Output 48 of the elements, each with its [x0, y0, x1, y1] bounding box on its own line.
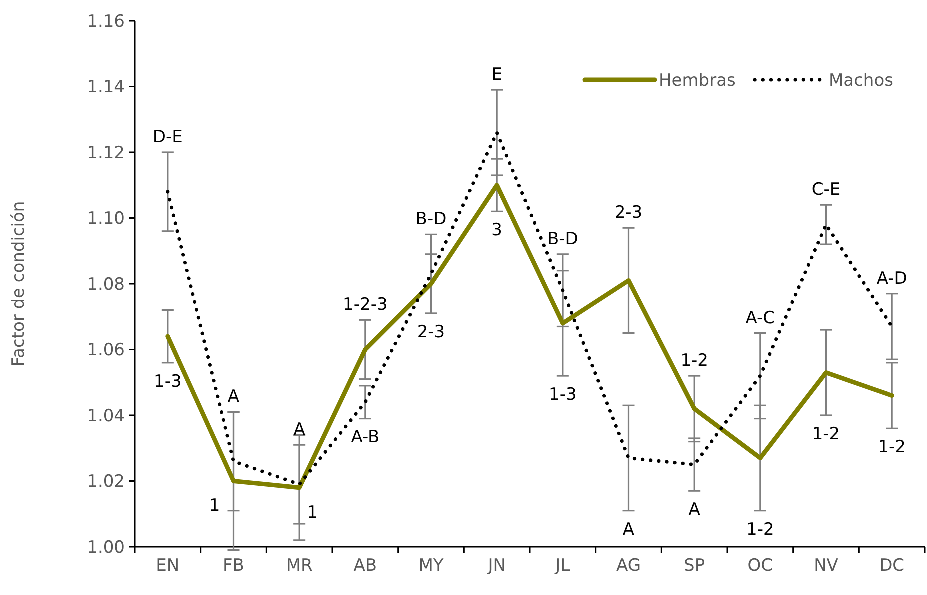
x-tick-label: EN: [156, 556, 180, 576]
x-tick-label: AG: [616, 556, 642, 576]
annotation: 2-3: [417, 322, 446, 343]
y-tick-label: 1.06: [87, 340, 125, 361]
annotation: 1-2: [878, 438, 906, 458]
annotation: D-E: [152, 127, 183, 148]
annotation: 1-2-3: [343, 295, 388, 316]
y-tick-label: 1.14: [87, 78, 125, 98]
annotation: 1-3: [154, 372, 182, 392]
x-tick-label: OC: [748, 556, 774, 576]
annotation: 1-2: [746, 520, 774, 540]
x-tick-label: DC: [880, 556, 905, 576]
y-tick-label: 1.12: [87, 143, 125, 164]
annotation: C-E: [812, 180, 841, 200]
y-tick-label: 1.16: [87, 12, 125, 32]
x-tick-label: SP: [684, 556, 706, 576]
y-tick-label: 1.08: [87, 274, 125, 295]
x-tick-label: FB: [223, 556, 244, 576]
legend-label: Machos: [829, 70, 894, 91]
annotation: 1-2: [680, 351, 708, 371]
x-tick-label: JN: [487, 556, 506, 576]
x-tick-label: AB: [354, 556, 378, 576]
annotation: A: [294, 420, 306, 440]
annotation: A-D: [876, 268, 908, 289]
annotation: B-D: [547, 229, 578, 250]
annotation: A: [228, 387, 240, 408]
annotation: 1: [307, 502, 318, 523]
x-tick-label: MR: [286, 556, 314, 576]
annotation: A-C: [746, 308, 776, 328]
y-tick-label: 1.10: [87, 209, 125, 230]
annotation: 1-3: [549, 385, 577, 405]
y-tick-label: 1.00: [87, 538, 125, 558]
x-tick-label: MY: [418, 556, 444, 576]
x-tick-label: JL: [554, 556, 571, 576]
annotation: A-B: [351, 428, 380, 448]
annotation: 1-2: [812, 424, 840, 444]
annotation: B-D: [416, 210, 447, 230]
annotation: 3: [492, 220, 502, 241]
annotation: 2-3: [614, 203, 643, 224]
legend-label: Hembras: [659, 70, 736, 91]
x-tick-label: NV: [814, 556, 839, 576]
y-axis-title: Factor de condición: [9, 201, 29, 367]
annotation: 1: [209, 496, 220, 516]
annotation: A: [688, 500, 701, 520]
annotation: E: [492, 64, 502, 85]
y-tick-label: 1.02: [87, 472, 125, 492]
annotation: A: [622, 520, 635, 540]
y-tick-label: 1.04: [87, 406, 125, 426]
